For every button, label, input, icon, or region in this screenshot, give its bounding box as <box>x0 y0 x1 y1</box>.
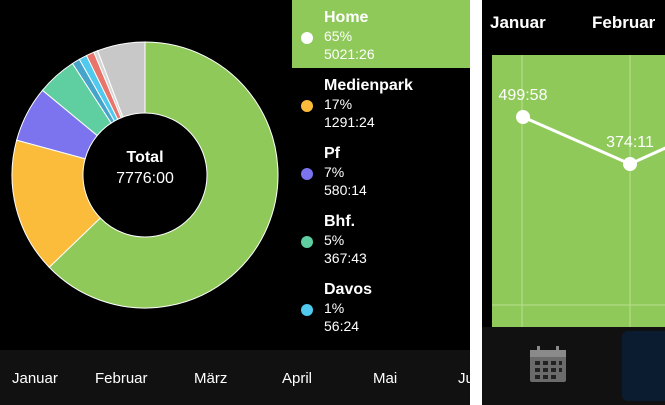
legend-dot <box>301 168 313 180</box>
month-tab[interactable]: Ju <box>458 370 470 387</box>
donut-center-value: 7776:00 <box>116 170 174 187</box>
donut-slice[interactable] <box>48 41 279 309</box>
month-tab[interactable]: Februar <box>95 370 148 387</box>
data-point[interactable] <box>623 157 637 171</box>
legend-name: Pf <box>324 145 340 162</box>
toolbar <box>482 327 665 405</box>
legend: Home 65% 5021:26 Medienpark 17% 1291:24 Pf 7% 58… <box>292 0 470 340</box>
donut-center-title: Total <box>126 149 163 166</box>
month-selector[interactable]: Januar Februar März April Mai Ju <box>0 350 470 405</box>
legend-name: Home <box>324 9 369 26</box>
data-point[interactable] <box>516 110 530 124</box>
legend-dot <box>301 236 313 248</box>
legend-time: 1291:24 <box>324 114 375 130</box>
legend-name: Davos <box>324 281 373 298</box>
legend-item[interactable]: Home 65% 5021:26 <box>292 0 470 68</box>
legend-percent: 5% <box>324 232 345 248</box>
month-header: Januar Februar <box>482 0 665 46</box>
line-chart-panel: Januar Februar 499:58 374:11 <box>482 0 665 405</box>
month-tab[interactable]: April <box>282 370 313 387</box>
legend-percent: 7% <box>324 164 345 180</box>
legend-dot <box>301 100 313 112</box>
legend-percent: 1% <box>324 300 345 316</box>
legend-item[interactable]: Davos 1% 56:24 <box>292 272 470 340</box>
point-label: 374:11 <box>606 134 654 151</box>
legend-dot <box>301 304 313 316</box>
legend-percent: 17% <box>324 96 353 112</box>
legend-name: Bhf. <box>324 213 356 230</box>
legend-item[interactable]: Pf 7% 580:14 <box>292 136 470 204</box>
header-month[interactable]: Januar <box>490 13 546 32</box>
donut-slice[interactable] <box>11 139 102 268</box>
legend-time: 5021:26 <box>324 46 375 62</box>
toolbar-button[interactable] <box>622 331 665 401</box>
donut-slice[interactable] <box>96 41 146 118</box>
donut-center <box>84 114 206 236</box>
month-tab[interactable]: März <box>194 370 228 387</box>
point-label: 499:58 <box>499 87 548 104</box>
legend-name: Medienpark <box>324 77 413 94</box>
legend-percent: 65% <box>324 28 353 44</box>
legend-time: 367:43 <box>324 250 367 266</box>
donut-panel: Total 7776:00 Home 65% 5021:26 Medienpark 17%… <box>0 0 470 405</box>
legend-time: 56:24 <box>324 318 360 334</box>
line-chart[interactable]: 499:58 374:11 <box>492 55 665 327</box>
calendar-icon[interactable] <box>528 344 568 384</box>
legend-item[interactable]: Bhf. 5% 367:43 <box>292 204 470 272</box>
legend-dot <box>301 32 313 44</box>
donut-chart[interactable]: Total 7776:00 <box>0 0 290 350</box>
month-tab[interactable]: Januar <box>12 370 58 387</box>
legend-time: 580:14 <box>324 182 367 198</box>
header-month[interactable]: Februar <box>592 13 656 32</box>
month-tab[interactable]: Mai <box>373 370 398 387</box>
panel-divider <box>470 0 482 405</box>
legend-item[interactable]: Medienpark 17% 1291:24 <box>292 68 470 136</box>
